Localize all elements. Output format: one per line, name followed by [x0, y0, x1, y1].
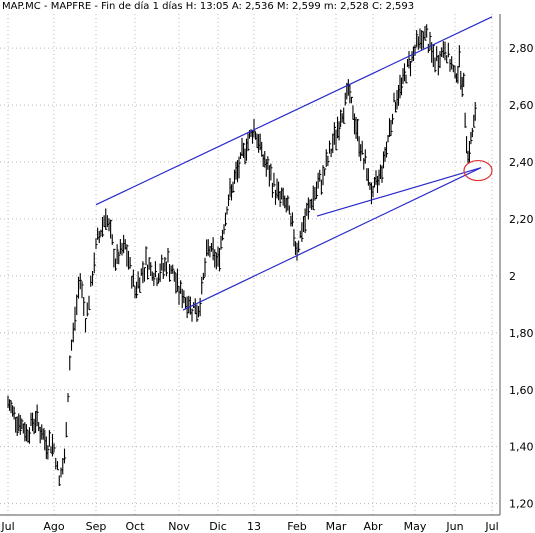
x-tick-label: Ago	[43, 520, 65, 533]
x-tick-label: Nov	[168, 520, 190, 533]
x-tick-label: Dic	[209, 520, 227, 533]
y-tick-label: 1,60	[509, 384, 534, 397]
y-tick-label: 1,20	[509, 498, 534, 511]
x-tick-label: Jun	[445, 520, 463, 533]
x-tick-label: Oct	[125, 520, 145, 533]
trendline-channel-top	[95, 16, 493, 206]
y-tick-label: 1,80	[509, 327, 534, 340]
x-tick-label: Jul	[0, 520, 14, 533]
trendline-support-line	[316, 167, 482, 217]
highlight-ellipse	[463, 159, 493, 182]
trendline-channel-bottom	[182, 167, 482, 311]
x-tick-label: May	[404, 520, 427, 533]
y-tick-label: 2,20	[509, 213, 534, 226]
x-tick-label: Abr	[363, 520, 383, 533]
x-tick-label: Mar	[326, 520, 347, 533]
x-tick-label: 13	[247, 520, 261, 533]
x-tick-label: Feb	[287, 520, 306, 533]
x-tick-label: Sep	[86, 520, 107, 533]
y-tick-label: 2,60	[509, 99, 534, 112]
x-tick-label: Jul	[484, 520, 498, 533]
y-tick-label: 2	[509, 270, 516, 283]
y-tick-label: 2,80	[509, 42, 534, 55]
y-tick-label: 1,40	[509, 441, 534, 454]
chart-title: MAP.MC - MAPFRE - Fin de día 1 días H: 1…	[2, 1, 415, 12]
y-tick-label: 2,40	[509, 156, 534, 169]
